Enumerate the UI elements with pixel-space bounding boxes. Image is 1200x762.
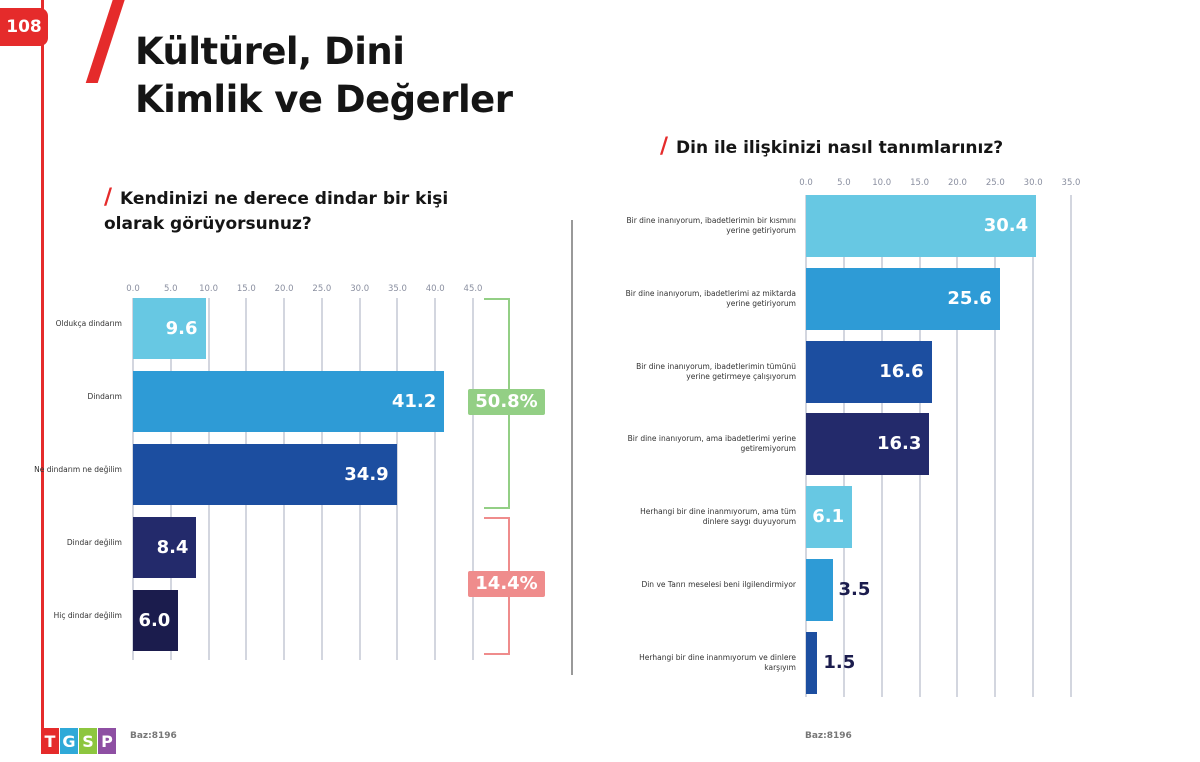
slash-icon: / bbox=[104, 185, 113, 210]
left-chart-title-text: Kendinizi ne derece dindar bir kişi olar… bbox=[104, 189, 449, 234]
axis-tick-label: 30.0 bbox=[350, 284, 370, 294]
category-label: Dindarım bbox=[87, 391, 122, 401]
category-label: Bir dine inanıyorum, ibadetlerimin tümün… bbox=[636, 361, 796, 381]
bar-value-label: 9.6 bbox=[165, 317, 198, 339]
logo-letter: G bbox=[60, 728, 78, 754]
bar-value-label: 6.1 bbox=[812, 506, 845, 528]
category-label: Bir dine inanıyorum, ibadetlerimi az mik… bbox=[625, 288, 796, 308]
axis-tick-label: 20.0 bbox=[947, 178, 967, 188]
logo-letter: T bbox=[41, 728, 59, 754]
bar bbox=[133, 517, 197, 578]
axis-tick-label: 25.0 bbox=[312, 284, 332, 294]
category-label: Ne dindarım ne değilim bbox=[34, 464, 122, 474]
category-label: Bir dine inanıyorum, ibadetlerimin bir k… bbox=[626, 216, 796, 235]
title-slash-decoration bbox=[85, 0, 127, 83]
category-label: Hiç dindar değilim bbox=[53, 610, 122, 620]
gridline bbox=[396, 298, 399, 660]
bar bbox=[133, 590, 179, 651]
axis-tick-label: 20.0 bbox=[274, 284, 294, 294]
group-total-badge: 14.4% bbox=[468, 571, 545, 597]
axis-tick-label: 15.0 bbox=[236, 284, 256, 294]
gridline bbox=[1070, 195, 1072, 697]
gridline bbox=[472, 298, 474, 660]
bar bbox=[133, 444, 397, 505]
gridline bbox=[956, 195, 959, 697]
bar bbox=[806, 195, 1037, 257]
axis-tick-label: 10.0 bbox=[199, 284, 219, 294]
axis-tick-label: 0.0 bbox=[799, 178, 813, 188]
bar-value-label: 25.6 bbox=[947, 287, 992, 309]
gridline bbox=[434, 298, 437, 660]
bar bbox=[806, 559, 833, 621]
bar bbox=[806, 631, 818, 694]
axis-tick-label: 25.0 bbox=[985, 178, 1005, 188]
bar-value-label: 16.6 bbox=[879, 360, 924, 382]
category-label: Din ve Tanrı meselesi beni ilgilendirmiy… bbox=[641, 580, 796, 589]
bar bbox=[806, 267, 1000, 330]
gridline bbox=[994, 195, 997, 697]
logo-letter: S bbox=[79, 728, 97, 754]
category-label: Dindar değilim bbox=[66, 537, 122, 547]
bar-value-label: 3.5 bbox=[838, 579, 871, 600]
bar-value-label: 6.0 bbox=[138, 609, 171, 631]
category-label: Herhangi bir dine inanmıyorum, ama tüm d… bbox=[640, 507, 796, 527]
title-line-1: Kültürel, Dini bbox=[135, 30, 405, 73]
axis-tick-label: 40.0 bbox=[425, 284, 445, 294]
axis-tick-label: 30.0 bbox=[1023, 178, 1043, 188]
bar-value-label: 41.2 bbox=[391, 390, 437, 412]
title-line-2: Kimlik ve Değerler bbox=[135, 78, 513, 121]
right-chart-title-text: Din ile ilişkinizi nasıl tanımlarınız? bbox=[676, 138, 1004, 158]
category-label: Oldukça dindarım bbox=[55, 318, 122, 328]
axis-tick-label: 35.0 bbox=[1061, 178, 1081, 188]
left-chart-title: / Kendinizi ne derece dindar bir kişi ola… bbox=[104, 185, 464, 237]
axis-tick-label: 35.0 bbox=[387, 284, 407, 294]
axis-tick-label: 0.0 bbox=[126, 284, 140, 294]
red-margin-line bbox=[41, 0, 44, 738]
bar-value-label: 1.5 bbox=[823, 651, 856, 673]
bar bbox=[806, 340, 932, 403]
divider bbox=[571, 220, 573, 675]
bar bbox=[806, 486, 853, 549]
base-note-left: Baz:8196 bbox=[130, 731, 177, 741]
page-title: Kültürel, Dini Kimlik ve Değerler bbox=[135, 28, 513, 124]
bar bbox=[806, 413, 930, 476]
bar bbox=[133, 371, 445, 432]
bar-value-label: 16.3 bbox=[876, 433, 922, 455]
axis-tick-label: 10.0 bbox=[872, 178, 892, 188]
group-total-badge: 50.8% bbox=[468, 388, 545, 415]
bar bbox=[133, 298, 206, 359]
tgsp-logo: T G S P bbox=[41, 728, 116, 754]
gridline bbox=[1032, 195, 1035, 697]
category-label: Herhangi bir dine inanmıyorum ve dinlere… bbox=[639, 652, 796, 672]
axis-tick-label: 5.0 bbox=[164, 284, 178, 294]
logo-letter: P bbox=[98, 728, 116, 754]
category-label: Bir dine inanıyorum, ama ibadetlerimi ye… bbox=[627, 434, 796, 454]
bar-value-label: 8.4 bbox=[156, 536, 189, 558]
bar-value-label: 30.4 bbox=[983, 215, 1029, 236]
page-number: 108 bbox=[0, 8, 48, 46]
right-chart-title: / Din ile ilişkinizi nasıl tanımlarınız? bbox=[660, 134, 1003, 161]
axis-tick-label: 45.0 bbox=[463, 284, 483, 294]
slash-icon: / bbox=[660, 134, 669, 159]
axis-tick-label: 15.0 bbox=[910, 178, 930, 188]
base-note-right: Baz:8196 bbox=[805, 731, 852, 741]
axis-tick-label: 5.0 bbox=[837, 178, 851, 188]
bar-value-label: 34.9 bbox=[344, 463, 389, 485]
